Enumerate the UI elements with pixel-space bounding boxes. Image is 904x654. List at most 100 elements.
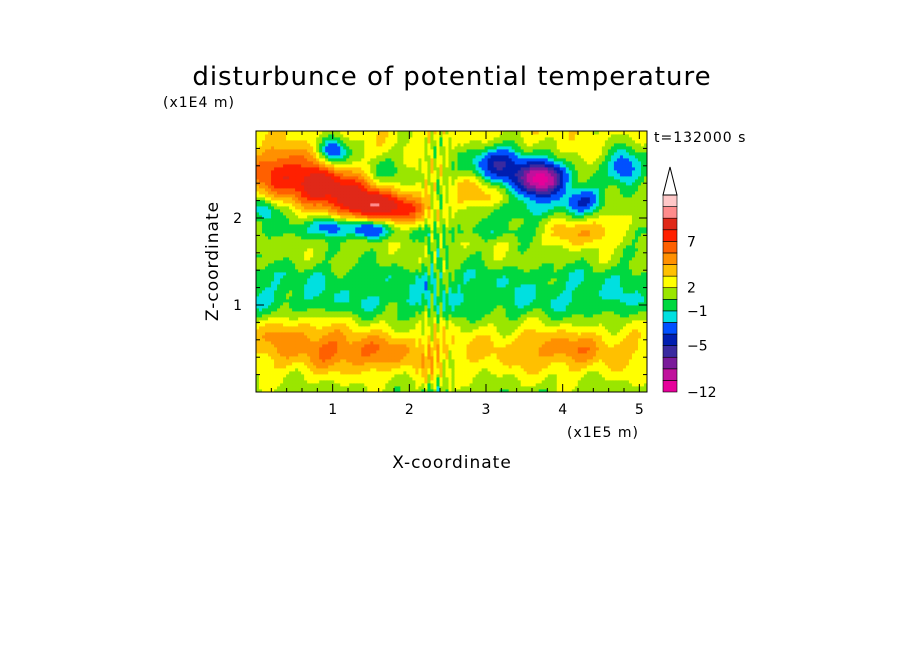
heatmap-cell [547, 323, 552, 327]
heatmap-cell [520, 365, 525, 369]
heatmap-cell [586, 368, 591, 372]
heatmap-cell [415, 293, 419, 297]
heatmap-cell [577, 371, 582, 375]
heatmap-cell [520, 350, 525, 354]
heatmap-cell [259, 365, 263, 369]
heatmap-cell [418, 341, 422, 345]
heatmap-cell [505, 290, 510, 294]
heatmap-cell [319, 365, 323, 369]
heatmap-cell [373, 296, 377, 300]
heatmap-cell [274, 287, 278, 291]
heatmap-cell [616, 359, 621, 363]
heatmap-cell [514, 365, 519, 369]
heatmap-cell [406, 317, 410, 321]
heatmap-cell [619, 368, 624, 372]
heatmap-cell [292, 311, 296, 315]
heatmap-cell [262, 383, 266, 387]
heatmap-cell [628, 311, 633, 315]
heatmap-cell [520, 329, 525, 333]
heatmap-cell [370, 386, 374, 390]
heatmap-cell [508, 329, 513, 333]
heatmap-cell [394, 278, 398, 282]
heatmap-cell [547, 371, 552, 375]
heatmap-cell [337, 335, 341, 339]
heatmap-cell [448, 308, 452, 312]
heatmap-cell [268, 293, 272, 297]
heatmap-cell [328, 296, 332, 300]
heatmap-cell [508, 344, 513, 348]
heatmap-cell [520, 299, 525, 303]
heatmap-cell [403, 290, 407, 294]
heatmap-cell [451, 287, 455, 291]
heatmap-cell [283, 341, 287, 345]
heatmap-cell [460, 347, 464, 351]
heatmap-cell [583, 362, 588, 366]
heatmap-cell [574, 344, 579, 348]
heatmap-cell [559, 314, 564, 318]
heatmap-cell [619, 359, 624, 363]
heatmap-cell [622, 302, 627, 306]
heatmap-cell [361, 377, 365, 381]
heatmap-cell [358, 323, 362, 327]
heatmap-cell [301, 353, 305, 357]
heatmap-cell [568, 299, 573, 303]
heatmap-cell [340, 362, 344, 366]
heatmap-cell [541, 386, 546, 390]
heatmap-cell [433, 353, 437, 357]
heatmap-cell [283, 356, 287, 360]
heatmap-cell [499, 347, 504, 351]
heatmap-cell [340, 344, 344, 348]
heatmap-cell [442, 344, 446, 348]
heatmap-cell [562, 386, 567, 390]
heatmap-cell [466, 365, 470, 369]
heatmap-cell [601, 344, 606, 348]
heatmap-cell [349, 329, 353, 333]
heatmap-cell [439, 362, 443, 366]
heatmap-cell [610, 278, 615, 282]
heatmap-cell [313, 293, 317, 297]
heatmap-cell [511, 347, 516, 351]
heatmap-cell [535, 290, 540, 294]
heatmap-cell [568, 323, 573, 327]
heatmap-cell [274, 380, 278, 384]
heatmap-cell [481, 359, 485, 363]
heatmap-cell [334, 341, 338, 345]
heatmap-cell [526, 380, 531, 384]
heatmap-cell [433, 329, 437, 333]
heatmap-cell [496, 344, 501, 348]
heatmap-cell [403, 284, 407, 288]
heatmap-cell [631, 350, 636, 354]
heatmap-cell [424, 284, 428, 288]
heatmap-cell [283, 380, 287, 384]
heatmap-cell [481, 353, 485, 357]
heatmap-cell [292, 308, 296, 312]
heatmap-cell [553, 317, 558, 321]
heatmap-cell [445, 287, 449, 291]
heatmap-cell [418, 377, 422, 381]
heatmap-cell [319, 368, 323, 372]
heatmap-cell [427, 284, 431, 288]
heatmap-cell [292, 320, 296, 324]
heatmap-cell [472, 290, 476, 294]
heatmap-cell [622, 350, 627, 354]
heatmap-cell [466, 362, 470, 366]
heatmap-cell [481, 389, 485, 393]
heatmap-cell [364, 326, 368, 330]
heatmap-cell [379, 377, 383, 381]
heatmap-cell [544, 347, 549, 351]
heatmap-cell [382, 314, 386, 318]
heatmap-cell [352, 296, 356, 300]
heatmap-cell [601, 314, 606, 318]
heatmap-cell [328, 323, 332, 327]
heatmap-cell [460, 281, 464, 285]
heatmap-cell [559, 287, 564, 291]
heatmap-cell [277, 380, 281, 384]
heatmap-cell [358, 290, 362, 294]
heatmap-cell [490, 317, 495, 321]
heatmap-cell [358, 296, 362, 300]
heatmap-cell [589, 293, 594, 297]
heatmap-cell [448, 365, 452, 369]
heatmap-cell [442, 326, 446, 330]
heatmap-cell [508, 365, 513, 369]
heatmap-cell [433, 302, 437, 306]
